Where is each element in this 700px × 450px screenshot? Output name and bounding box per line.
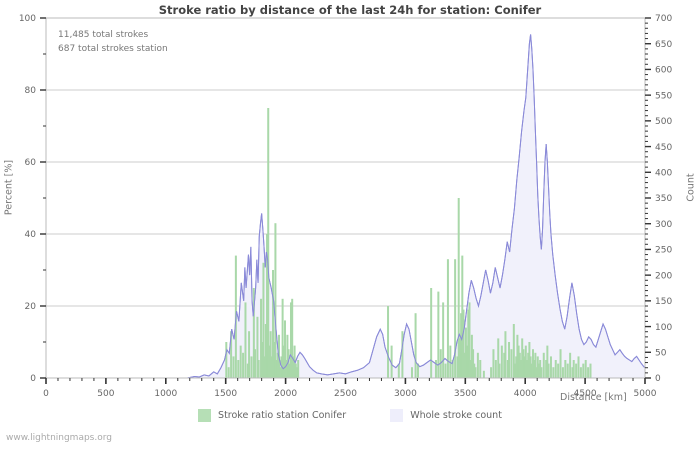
legend-item-whole-stroke-count: Whole stroke count	[390, 409, 502, 422]
svg-text:250: 250	[655, 246, 672, 256]
svg-text:20: 20	[25, 302, 37, 312]
y-axis-right-label: Count	[685, 173, 697, 202]
chart-annotations: 11,485 total strokes 687 total strokes st…	[58, 29, 168, 56]
svg-text:2000: 2000	[274, 389, 297, 399]
svg-text:500: 500	[97, 389, 114, 399]
svg-text:150: 150	[655, 297, 672, 307]
svg-text:5000: 5000	[634, 389, 657, 399]
svg-text:700: 700	[655, 14, 672, 24]
svg-text:4500: 4500	[574, 389, 597, 399]
svg-text:100: 100	[19, 14, 36, 24]
svg-text:0: 0	[655, 374, 661, 384]
svg-text:400: 400	[655, 168, 672, 178]
legend-label-stroke-ratio: Stroke ratio station Conifer	[218, 410, 347, 421]
x-axis-label: Distance [km]	[560, 392, 627, 403]
svg-text:550: 550	[655, 91, 672, 101]
svg-text:60: 60	[25, 158, 37, 168]
svg-text:500: 500	[655, 117, 672, 127]
legend-item-stroke-ratio: Stroke ratio station Conifer	[198, 409, 346, 422]
annotation-total-strokes: 11,485 total strokes	[58, 30, 149, 40]
footer-url: www.lightningmaps.org	[6, 433, 112, 443]
svg-text:1500: 1500	[214, 389, 237, 399]
svg-text:450: 450	[655, 143, 672, 153]
svg-text:0: 0	[30, 374, 36, 384]
svg-text:200: 200	[655, 271, 672, 281]
svg-text:2500: 2500	[334, 389, 357, 399]
svg-text:0: 0	[43, 389, 49, 399]
svg-text:100: 100	[655, 323, 672, 333]
svg-text:50: 50	[655, 348, 667, 358]
legend-swatch-stroke-ratio	[198, 409, 212, 422]
svg-text:350: 350	[655, 194, 672, 204]
legend-label-whole-stroke-count: Whole stroke count	[410, 410, 502, 421]
svg-text:600: 600	[655, 66, 672, 76]
svg-text:80: 80	[25, 86, 37, 96]
chart-legend: Stroke ratio station Conifer Whole strok…	[0, 409, 700, 422]
legend-swatch-whole-stroke-count	[390, 409, 404, 422]
svg-text:650: 650	[655, 40, 672, 50]
svg-text:4000: 4000	[514, 389, 537, 399]
y-axis-left-label: Percent [%]	[3, 159, 15, 216]
svg-text:40: 40	[25, 230, 37, 240]
svg-text:1000: 1000	[154, 389, 177, 399]
annotation-total-strokes-station: 687 total strokes station	[58, 43, 168, 54]
svg-text:3500: 3500	[454, 389, 477, 399]
svg-text:3000: 3000	[394, 389, 417, 399]
svg-text:300: 300	[655, 220, 672, 230]
chart-title: Stroke ratio by distance of the last 24h…	[158, 3, 542, 17]
